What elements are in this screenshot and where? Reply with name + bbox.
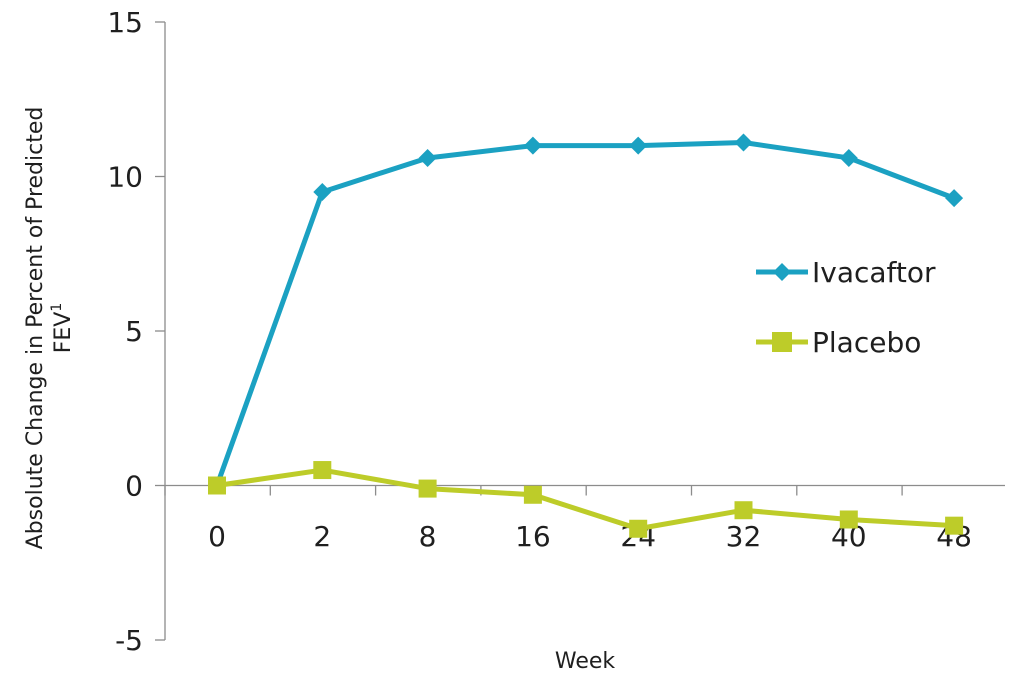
data-point-marker [839,510,858,529]
legend-swatch-marker [773,263,791,281]
data-point-marker [629,519,648,538]
y-tick-label: -5 [115,624,143,657]
legend-item: Ivacaftor [756,256,936,289]
data-point-marker [313,461,332,480]
data-point-marker [523,485,542,504]
legend-item: Placebo [756,326,921,359]
y-tick-label: 15 [107,6,143,39]
legend-label: Placebo [812,326,921,359]
data-point-marker [208,476,226,495]
data-point-marker [839,148,858,167]
y-axis-title-line-1: Absolute Change in Percent of Predicted [23,107,48,550]
series-placebo [208,461,964,538]
data-point-marker [418,148,437,167]
data-point-marker [418,479,437,498]
legend: Ivacaftor Placebo [756,256,936,359]
data-point-marker [945,516,964,535]
legend-label: Ivacaftor [812,256,936,289]
series-line [214,140,957,488]
x-tick-label: 8 [419,520,437,553]
x-axis-title: Week [555,649,616,674]
y-tick-label: 10 [107,161,143,194]
x-tick-label: 2 [313,520,331,553]
data-point-marker [734,501,753,520]
series-ivacaftor [208,133,964,495]
y-tick-label: 0 [125,470,143,503]
data-point-marker [734,133,753,152]
legend-swatch-marker [772,332,792,352]
data-point-marker [629,136,648,155]
x-tick-label: 16 [515,520,551,553]
series-line [214,467,957,532]
data-point-marker [523,136,542,155]
data-point-marker [313,182,332,201]
y-tick-label: 5 [125,315,143,348]
series-layer [208,133,964,538]
data-point-marker [945,189,964,208]
x-tick-label: 32 [726,520,762,553]
y-axis-title-subscript: 1 [49,303,65,312]
y-axis-title-fev: FEV [51,312,76,354]
y-axis-title-line-2: FEV1 [49,303,76,354]
x-tick-label: 0 [208,520,226,553]
y-axis-ticks: -5 0 5 10 15 [107,6,165,657]
